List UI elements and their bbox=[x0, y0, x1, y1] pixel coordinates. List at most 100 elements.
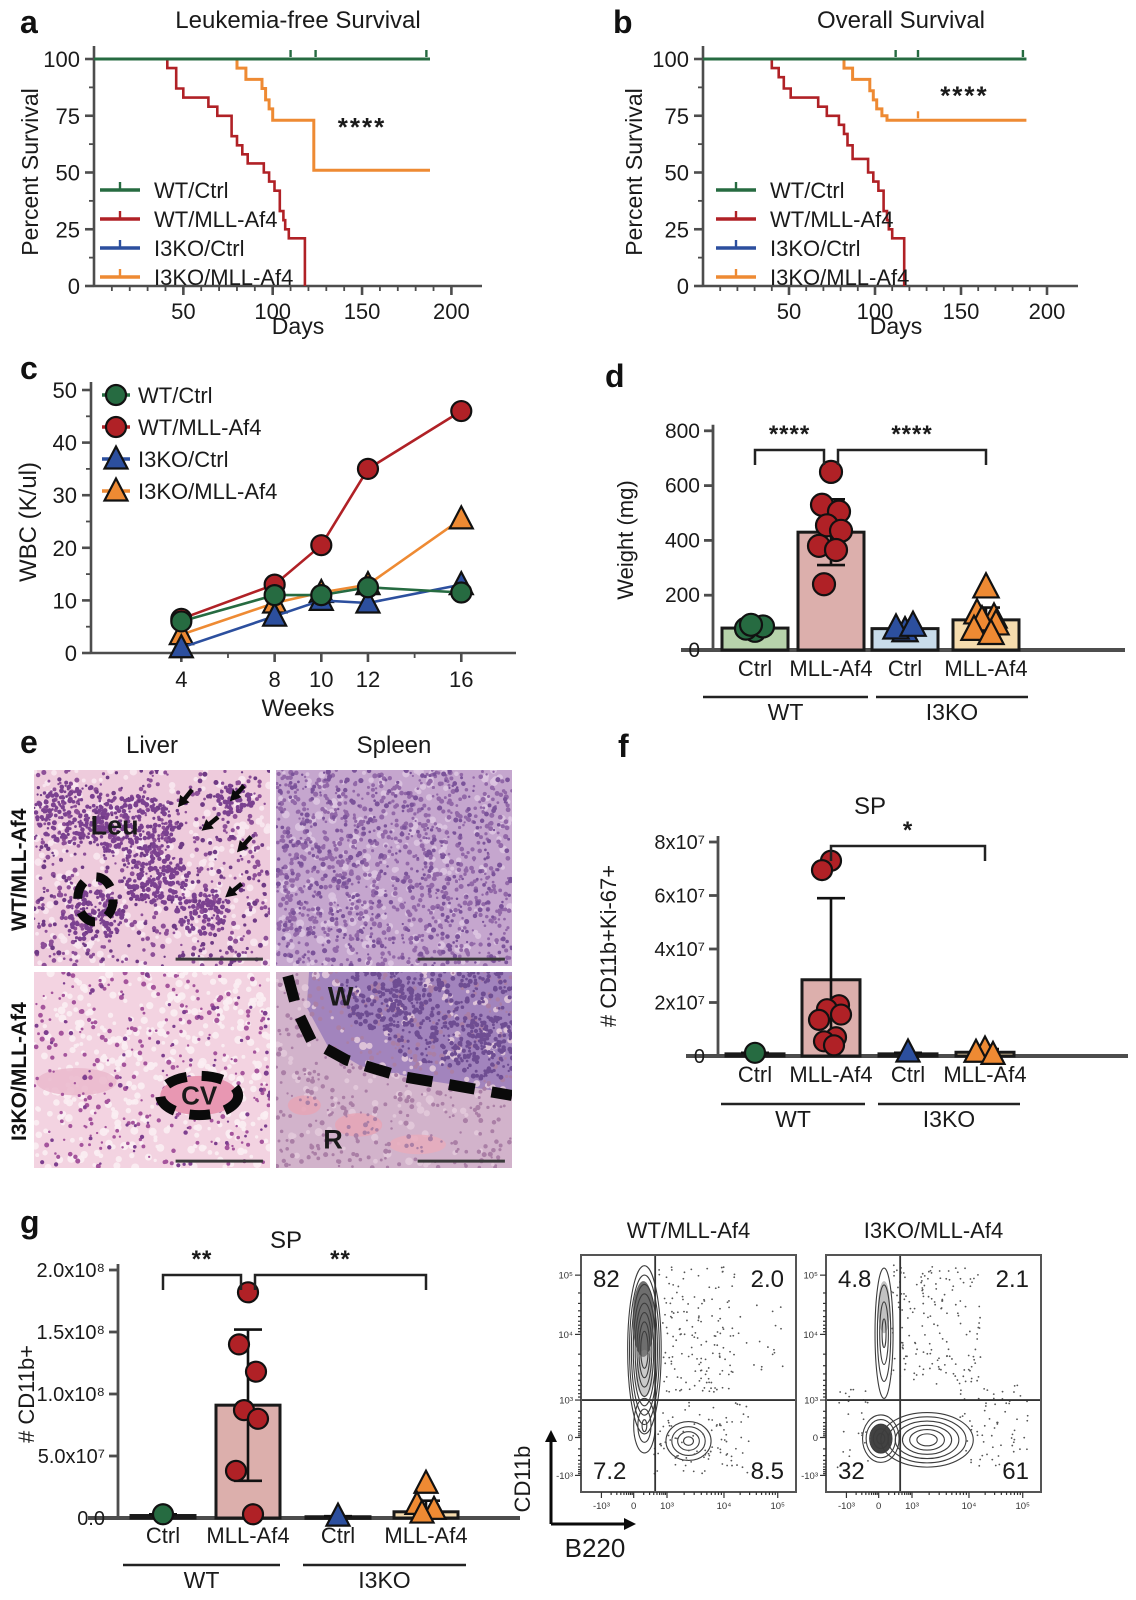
series-WT-MLL-Af4 bbox=[703, 57, 906, 286]
quad-lower-left: 32 bbox=[838, 1458, 865, 1485]
svg-text:200: 200 bbox=[1029, 299, 1066, 324]
svg-text:4: 4 bbox=[175, 667, 187, 692]
histology-tile-wt-liver: Leu bbox=[34, 770, 270, 966]
svg-text:0: 0 bbox=[677, 274, 689, 299]
points-Ctrl bbox=[151, 1503, 175, 1526]
legend-label: I3KO/MLL-Af4 bbox=[154, 265, 293, 290]
quad-lower-right: 8.5 bbox=[751, 1458, 784, 1485]
panel-d-label: d bbox=[605, 358, 625, 394]
quad-upper-right: 2.0 bbox=[751, 1266, 784, 1293]
svg-text:16: 16 bbox=[449, 667, 473, 692]
category-label: Ctrl bbox=[738, 1062, 772, 1087]
y-axis-label: Percent Survival bbox=[621, 88, 647, 255]
significance: **** bbox=[940, 80, 988, 110]
axis-arrows bbox=[545, 1430, 636, 1530]
svg-text:800: 800 bbox=[665, 420, 700, 443]
series-WT-Ctrl bbox=[94, 50, 430, 61]
svg-text:25: 25 bbox=[665, 217, 689, 242]
points-Ctrl bbox=[881, 609, 928, 643]
panel-b-survival-chart: 0 25 50 75 100 50 100 150 200 Overall Survival Per… bbox=[621, 7, 1078, 339]
points-Ctrl bbox=[894, 1037, 922, 1063]
annotation-W: W bbox=[328, 981, 354, 1011]
svg-text:0: 0 bbox=[65, 641, 77, 666]
svg-text:12: 12 bbox=[356, 667, 380, 692]
svg-text:150: 150 bbox=[344, 299, 381, 324]
panel-c-wbc-chart: 0 10 20 30 40 50 4 8 10 12 16 WBC (K/ul) Weeks WT/Ctr… bbox=[15, 378, 516, 722]
quad-lower-right: 61 bbox=[1002, 1458, 1029, 1485]
chart-title: Leukemia-free Survival bbox=[175, 7, 420, 34]
points-MLL-Af4 bbox=[962, 1034, 1007, 1065]
quad-lower-left: 7.2 bbox=[593, 1458, 626, 1485]
svg-text:50: 50 bbox=[53, 378, 77, 403]
series-WT-Ctrl bbox=[170, 576, 473, 633]
svg-text:50: 50 bbox=[171, 299, 195, 324]
significance: ** bbox=[330, 1246, 351, 1273]
panel-f: f 0 2x10⁷ 4x10⁷ 6x10⁷ 8x10⁷ Ctrl MLL-Af4 Ctrl ML… bbox=[588, 724, 1136, 1176]
legend-label: WT/Ctrl bbox=[770, 178, 845, 203]
flow-title: I3KO/MLL-Af4 bbox=[864, 1218, 1003, 1243]
points-Ctrl bbox=[743, 1041, 767, 1064]
points-Ctrl bbox=[324, 1501, 352, 1527]
y-axis-label: # CD11b+ bbox=[14, 1345, 39, 1443]
panel-g-flow-plots: 82 2.0 7.2 8.5 WT/MLL-Af4 -10³ 0 10³ 10⁴ 10⁵ 10⁵ 10… bbox=[478, 1180, 1136, 1600]
category-label: MLL-Af4 bbox=[384, 1523, 467, 1548]
y-axis-label: Weight (mg) bbox=[613, 480, 638, 599]
category-label: Ctrl bbox=[321, 1523, 355, 1548]
group-label: I3KO bbox=[358, 1567, 410, 1593]
flow-y-axis-label: CD11b bbox=[510, 1446, 535, 1513]
panel-d-weight-chart: 0 200 400 600 800 Ctrl MLL-Af4 Ctrl MLL-Af4 WT I3K… bbox=[613, 420, 1125, 722]
panel-g-label: g bbox=[20, 1204, 40, 1240]
x-axis-label: Weeks bbox=[262, 695, 335, 722]
legend-label: I3KO/Ctrl bbox=[154, 236, 244, 261]
category-label: MLL-Af4 bbox=[206, 1523, 289, 1548]
svg-text:40: 40 bbox=[53, 431, 77, 456]
panel-b-label: b bbox=[613, 4, 633, 40]
svg-text:10: 10 bbox=[309, 667, 333, 692]
series-WT-Ctrl bbox=[703, 50, 1027, 61]
svg-text:0: 0 bbox=[688, 639, 700, 662]
svg-text:200: 200 bbox=[433, 299, 470, 324]
category-label: MLL-Af4 bbox=[789, 656, 872, 681]
legend-label: WT/MLL-Af4 bbox=[154, 207, 277, 232]
legend-label: I3KO/Ctrl bbox=[138, 447, 228, 472]
chart-title: SP bbox=[854, 793, 886, 820]
svg-text:100: 100 bbox=[652, 47, 689, 72]
panel-c-label: c bbox=[20, 350, 38, 386]
svg-text:100: 100 bbox=[43, 47, 80, 72]
panel-f-label: f bbox=[618, 728, 629, 764]
quad-upper-left: 82 bbox=[593, 1266, 620, 1293]
panel-a-label: a bbox=[20, 4, 38, 40]
svg-text:150: 150 bbox=[943, 299, 980, 324]
points-MLL-Af4 bbox=[224, 1281, 270, 1526]
flow-plot-0: 82 2.07.2 8.5WT/MLL-Af4-10³ 0 10³ 10⁴ 10⁵10⁵10… bbox=[556, 1218, 797, 1512]
chart-title: Overall Survival bbox=[817, 7, 985, 34]
svg-text:50: 50 bbox=[777, 299, 801, 324]
svg-text:30: 30 bbox=[53, 483, 77, 508]
svg-text:10: 10 bbox=[53, 588, 77, 613]
significance: ** bbox=[192, 1246, 213, 1273]
y-axis-label: WBC (K/ul) bbox=[15, 462, 42, 582]
flow-cytometry-plots: 82 2.07.2 8.5WT/MLL-Af4-10³ 0 10³ 10⁴ 10⁵10⁵10… bbox=[510, 1218, 1042, 1563]
series-I3KO-MLL-Af4 bbox=[168, 503, 475, 646]
svg-text:0: 0 bbox=[68, 274, 80, 299]
quad-upper-left: 4.8 bbox=[838, 1266, 871, 1293]
group-label: WT bbox=[184, 1567, 220, 1593]
panel-d: d 0 200 400 600 800 Ctrl MLL-Af4 Ctrl MLL-Af4 WT I… bbox=[563, 340, 1136, 722]
svg-text:50: 50 bbox=[56, 161, 80, 186]
histology-tile-i3ko-spleen: WR bbox=[276, 972, 512, 1168]
legend-label: I3KO/Ctrl bbox=[770, 236, 860, 261]
panel-e: e Leu CV W R Liver Spleen WT/MLL-Af4 I3KO/M… bbox=[8, 724, 585, 1176]
significance: **** bbox=[769, 421, 810, 448]
legend-label: WT/Ctrl bbox=[154, 178, 229, 203]
histology-column-liver: Liver bbox=[125, 732, 179, 759]
points-Ctrl bbox=[733, 612, 776, 643]
legend-label: WT/MLL-Af4 bbox=[770, 207, 893, 232]
svg-text:100: 100 bbox=[254, 299, 291, 324]
points-MLL-Af4 bbox=[807, 849, 853, 1057]
series-I3KO-MLL-Af4 bbox=[94, 57, 430, 172]
legend-label: I3KO/MLL-Af4 bbox=[138, 479, 277, 504]
points-MLL-Af4 bbox=[959, 570, 1011, 646]
